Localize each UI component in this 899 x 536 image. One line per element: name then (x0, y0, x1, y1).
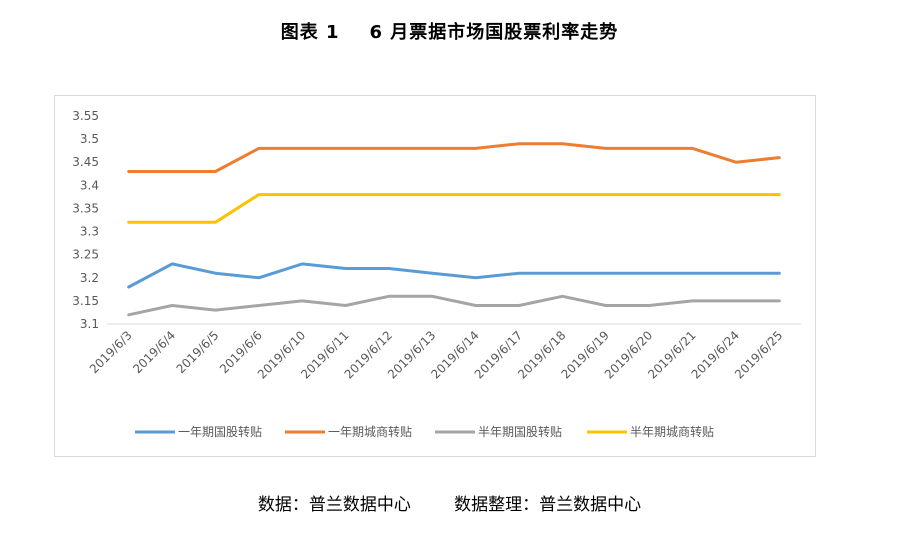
chart-frame: 3.1 3.15 3.2 3.25 3.3 3.35 3.4 3.45 3.5 3.55 2019/… (54, 95, 816, 457)
legend-label-3: 半年期国股转贴 (478, 424, 562, 439)
y-tick-label: 3.55 (72, 109, 99, 123)
x-tick-label: 2019/6/4 (130, 328, 178, 376)
y-tick-label: 3.1 (80, 317, 99, 331)
legend-label-1: 一年期国股转贴 (178, 424, 262, 439)
chart-title-prefix: 图表 1 (280, 22, 340, 43)
legend-label-2: 一年期城商转贴 (328, 424, 412, 439)
y-tick-label: 3.25 (72, 248, 99, 262)
series-line-2 (127, 142, 781, 173)
chart-title: 图表 1 6 月票据市场国股票利率走势 (0, 18, 899, 44)
line-chart: 3.1 3.15 3.2 3.25 3.3 3.35 3.4 3.45 3.5 3.55 2019/… (72, 109, 801, 439)
y-tick-label: 3.45 (72, 155, 99, 169)
source-compiled: 数据整理：普兰数据中心 (454, 495, 642, 515)
y-tick-label: 3.5 (80, 132, 99, 146)
series-line-1 (127, 262, 781, 289)
y-tick-label: 3.3 (80, 225, 99, 239)
series-line-3 (127, 294, 781, 317)
series-line-4 (127, 193, 781, 224)
y-tick-label: 3.2 (80, 271, 99, 285)
x-tick-label: 2019/6/5 (174, 328, 222, 376)
y-tick-label: 3.35 (72, 201, 99, 215)
source-note: 数据：普兰数据中心 数据整理：普兰数据中心 (0, 490, 899, 515)
x-tick-label: 2019/6/3 (87, 328, 135, 376)
y-tick-label: 3.4 (80, 178, 99, 192)
legend-label-4: 半年期城商转贴 (630, 424, 714, 439)
source-data: 数据：普兰数据中心 (257, 495, 411, 515)
y-tick-label: 3.15 (72, 294, 99, 308)
chart-title-main: 6 月票据市场国股票利率走势 (369, 22, 619, 43)
